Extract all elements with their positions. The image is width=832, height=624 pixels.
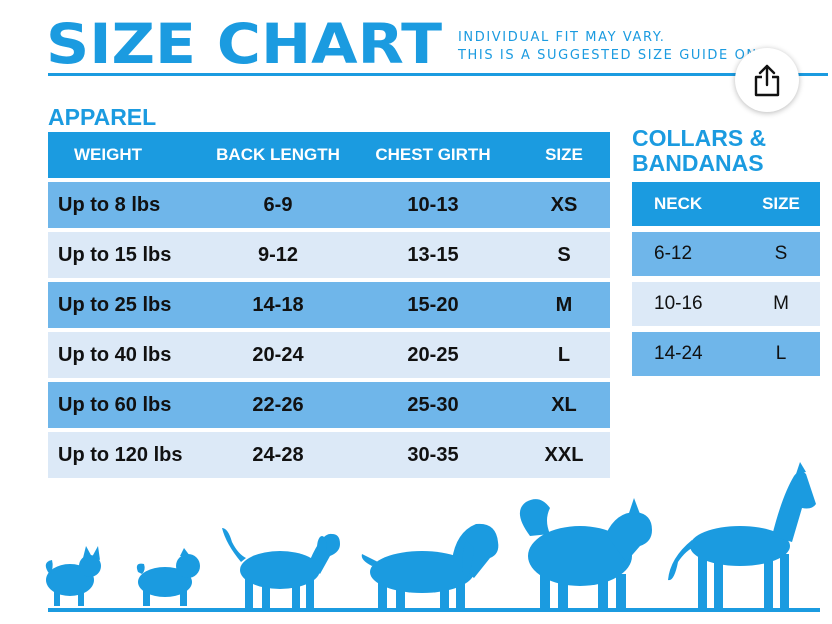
size-cell: XL [551, 393, 577, 416]
chest-girth-cell: 13-15 [407, 243, 459, 266]
column-header-weight: WEIGHT [74, 145, 142, 164]
table-row: Up to 15 lbs 9-12 13-15 S [48, 232, 610, 278]
size-cell: M [773, 293, 789, 314]
beagle-silhouette [222, 528, 340, 608]
small-dog-silhouette [45, 546, 101, 606]
column-header-size: SIZE [762, 194, 800, 213]
weight-cell: Up to 15 lbs [58, 243, 172, 266]
collars-label-line2: BANDANAS [632, 150, 764, 176]
fit-note: INDIVIDUAL FIT MAY VARY. [458, 30, 666, 45]
weight-cell: Up to 60 lbs [58, 393, 172, 416]
chest-girth-cell: 15-20 [407, 293, 459, 316]
collars-table-header: NECK SIZE [632, 182, 820, 226]
collars-size-table: NECK SIZE 6-12 S 10-16 M 14-24 L [632, 182, 820, 376]
guide-note: THIS IS A SUGGESTED SIZE GUIDE ONLY. [458, 48, 778, 63]
share-icon [754, 64, 780, 97]
table-row: Up to 40 lbs 20-24 20-25 L [48, 332, 610, 378]
page-title: SIZE CHART [46, 12, 443, 77]
neck-cell: 6-12 [654, 243, 693, 264]
table-row: 14-24 L [632, 332, 820, 376]
weight-cell: Up to 40 lbs [58, 343, 172, 366]
column-header-back-length: BACK LENGTH [216, 145, 340, 164]
column-header-size: SIZE [545, 145, 583, 164]
weight-cell: Up to 8 lbs [58, 193, 161, 216]
apparel-table-header: WEIGHT BACK LENGTH CHEST GIRTH SIZE [48, 132, 610, 178]
size-cell: M [555, 293, 573, 316]
column-header-neck: NECK [654, 194, 703, 213]
chest-girth-cell: 30-35 [407, 443, 459, 466]
back-length-cell: 9-12 [257, 243, 299, 266]
great-dane-silhouette [668, 462, 816, 608]
table-row: Up to 120 lbs 24-28 30-35 XXL [48, 432, 610, 478]
neck-cell: 14-24 [654, 343, 703, 364]
size-cell: L [557, 343, 571, 366]
neck-cell: 10-16 [654, 293, 703, 314]
spitz-silhouette [519, 498, 652, 608]
ground-line [48, 608, 820, 612]
dog-silhouettes-illustration [45, 462, 816, 608]
table-row: 10-16 M [632, 282, 820, 326]
apparel-size-table: WEIGHT BACK LENGTH CHEST GIRTH SIZE Up t… [48, 132, 610, 478]
share-button[interactable] [735, 48, 799, 112]
collars-label-line1: COLLARS & [632, 125, 767, 151]
back-length-cell: 24-28 [252, 443, 304, 466]
table-row: Up to 60 lbs 22-26 25-30 XL [48, 382, 610, 428]
size-cell: XS [550, 193, 578, 216]
weight-cell: Up to 120 lbs [58, 443, 183, 466]
size-cell: S [557, 243, 571, 266]
chest-girth-cell: 25-30 [407, 393, 459, 416]
back-length-cell: 14-18 [252, 293, 304, 316]
back-length-cell: 6-9 [263, 193, 293, 216]
chest-girth-cell: 10-13 [407, 193, 459, 216]
chest-girth-cell: 20-25 [407, 343, 459, 366]
table-row: Up to 25 lbs 14-18 15-20 M [48, 282, 610, 328]
spaniel-silhouette [361, 523, 499, 608]
pug-silhouette [136, 548, 200, 606]
back-length-cell: 22-26 [252, 393, 304, 416]
size-cell: S [774, 243, 788, 264]
table-row: Up to 8 lbs 6-9 10-13 XS [48, 182, 610, 228]
table-row: 6-12 S [632, 232, 820, 276]
size-cell: L [775, 343, 787, 364]
collars-section-label: COLLARS & BANDANAS [632, 126, 766, 176]
column-header-chest-girth: CHEST GIRTH [375, 145, 491, 164]
size-cell: XXL [544, 443, 584, 466]
weight-cell: Up to 25 lbs [58, 293, 172, 316]
back-length-cell: 20-24 [252, 343, 304, 366]
title-underline [48, 73, 828, 76]
apparel-section-label: APPAREL [48, 104, 157, 130]
